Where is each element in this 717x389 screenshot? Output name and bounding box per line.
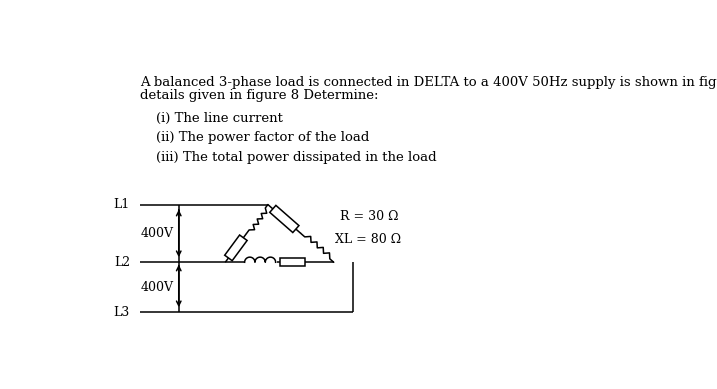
Text: R = 30 Ω: R = 30 Ω [340,210,399,223]
Text: 400V: 400V [141,227,174,240]
Text: L1: L1 [114,198,130,211]
Polygon shape [224,235,247,261]
Bar [280,258,305,266]
Text: (i) The line current: (i) The line current [156,112,282,125]
Text: L3: L3 [114,306,130,319]
Text: A balanced 3-phase load is connected in DELTA to a 400V 50Hz supply is shown in : A balanced 3-phase load is connected in … [140,76,717,89]
Text: XL = 80 Ω: XL = 80 Ω [336,233,402,246]
Text: details given in figure 8 Determine:: details given in figure 8 Determine: [140,89,379,102]
Text: (ii) The power factor of the load: (ii) The power factor of the load [156,131,369,144]
Polygon shape [270,205,299,233]
Text: (iii) The total power dissipated in the load: (iii) The total power dissipated in the … [156,151,436,164]
Text: 400V: 400V [141,281,174,294]
Text: L2: L2 [114,256,130,269]
